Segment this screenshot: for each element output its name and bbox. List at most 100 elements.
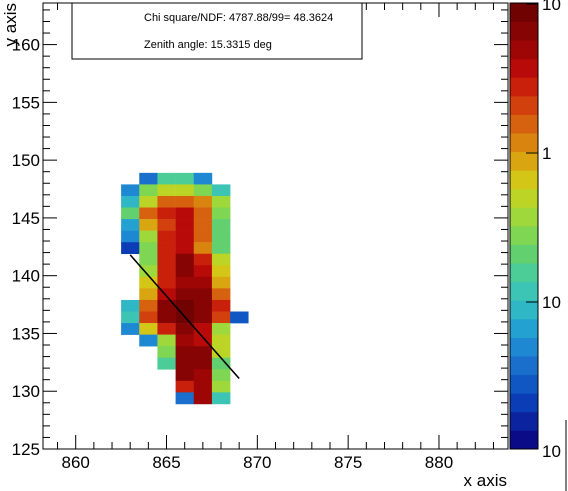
x-tick-label: 880 [425, 453, 453, 472]
y-tick-label: 140 [12, 267, 40, 286]
heatmap-cell [211, 334, 231, 347]
heatmap-cell [193, 207, 213, 220]
plot-frame [42, 2, 509, 450]
heatmap-cell [175, 380, 195, 393]
color-bar-segment [510, 281, 538, 301]
heatmap-cell [175, 346, 195, 359]
heatmap-cell [193, 288, 213, 301]
heatmap-cell [193, 265, 213, 278]
heatmap-cell [139, 207, 158, 220]
x-axis-title: x axis [464, 471, 507, 490]
color-bar-segment [510, 151, 538, 171]
heatmap-cell [211, 311, 231, 324]
color-bar-segment [510, 318, 538, 338]
color-bar-segment [510, 411, 538, 431]
color-bar-segment [510, 337, 538, 357]
heatmap-cell [175, 207, 195, 220]
x-tick-label: 870 [243, 453, 271, 472]
y-axis-title: y axis [1, 3, 20, 46]
color-bar-segment [510, 40, 538, 60]
heatmap-cell [193, 380, 213, 393]
stats-chi-square: Chi square/NDF: 4787.88/99= 48.3624 [144, 12, 333, 24]
color-bar [510, 3, 538, 450]
heatmap-cell [139, 172, 158, 185]
heatmap-cell [139, 334, 158, 347]
heatmap-cell [193, 299, 213, 312]
heatmap-cell [121, 299, 140, 312]
heatmap-cell [157, 219, 176, 231]
heatmap-cell [175, 323, 195, 335]
x-tick-label: 865 [152, 453, 180, 472]
heatmap-cell [157, 334, 176, 347]
heatmap-cell [175, 195, 195, 208]
heatmap-cell [139, 253, 158, 266]
heatmap-cell [193, 334, 213, 347]
heatmap-cell [211, 392, 231, 405]
x-tick-label: 875 [334, 453, 362, 472]
heatmap-cell [193, 172, 213, 185]
color-bar-segment [510, 393, 538, 413]
heatmap-cell [230, 311, 249, 324]
heatmap-cell [211, 357, 231, 370]
color-bar-labels: 10 1 10 10 [526, 0, 561, 461]
heatmap-cell [157, 299, 176, 312]
heatmap-cell [211, 323, 231, 335]
heatmap-cell [121, 207, 140, 220]
y-tick-label: 160 [12, 36, 40, 55]
color-bar-segment [510, 188, 538, 208]
color-bar-segment [510, 133, 538, 153]
heatmap-cell [211, 184, 231, 197]
heatmap-cell [139, 184, 158, 197]
heatmap-cell [193, 357, 213, 370]
heatmap-cell [193, 369, 213, 382]
color-bar-segment [510, 244, 538, 264]
heatmap-cell [121, 230, 140, 243]
color-bar-segment [510, 263, 538, 283]
heatmap-cell [193, 242, 213, 255]
heatmap-cell [175, 230, 195, 243]
heatmap-cell [157, 346, 176, 359]
heatmap-cell [175, 369, 195, 382]
y-tick-label: 135 [12, 324, 40, 343]
heatmap-cell [175, 392, 195, 405]
heatmap-cell [157, 357, 176, 370]
heatmap-cell [139, 219, 158, 231]
heatmap-cell [193, 323, 213, 335]
color-bar-frame [509, 2, 539, 450]
stats-box-frame [71, 2, 363, 60]
stats-box: Chi square/NDF: 4787.88/99= 48.3624 Zeni… [71, 2, 363, 60]
y-tick-label: 145 [12, 209, 40, 228]
heatmap-cell [193, 230, 213, 243]
heatmap-cell [157, 265, 176, 278]
heatmap-cell [157, 207, 176, 220]
heatmap-cell [157, 195, 176, 208]
heatmap-cell [121, 184, 140, 197]
heatmap-cell [175, 357, 195, 370]
heatmap-cell [139, 299, 158, 312]
heatmap-cell [139, 195, 158, 208]
heatmap-cell [211, 230, 231, 243]
heatmap-cell [175, 219, 195, 231]
heatmap-cell [211, 253, 231, 266]
color-bar-segment [510, 95, 538, 115]
heatmap-cell [139, 230, 158, 243]
heatmap-cell [211, 219, 231, 231]
heatmap-cell [121, 195, 140, 208]
y-tick-label: 125 [12, 440, 40, 459]
color-bar-segment [510, 58, 538, 78]
color-bar-segment [510, 77, 538, 97]
heatmap-cell [193, 195, 213, 208]
heatmap-cell [121, 242, 140, 255]
heatmap-cell [193, 311, 213, 324]
heatmap-cell [175, 288, 195, 301]
heatmap-cell [211, 276, 231, 289]
heatmap-cell [193, 219, 213, 231]
y-tick-label: 130 [12, 382, 40, 401]
color-bar-label: 1 [542, 144, 551, 163]
heatmap-cell [175, 172, 195, 185]
color-bar-segment [510, 356, 538, 376]
heatmap-cell [157, 184, 176, 197]
heatmap-cell [121, 311, 140, 324]
color-bar-segment [510, 3, 538, 22]
